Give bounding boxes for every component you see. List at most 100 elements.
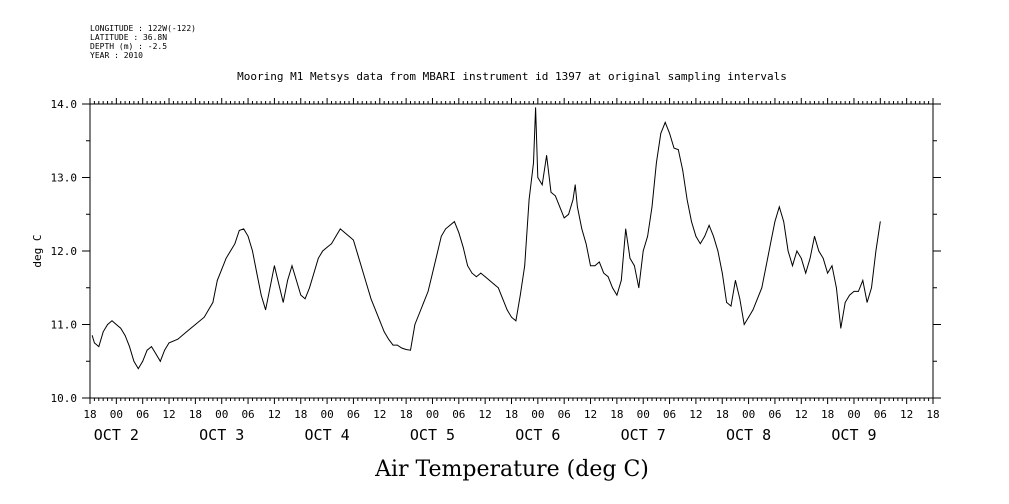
data-point — [317, 257, 319, 259]
data-point — [120, 327, 122, 329]
data-point — [484, 276, 486, 278]
data-point — [480, 272, 482, 274]
data-point — [489, 280, 490, 281]
x-tick-label: 00 — [847, 408, 860, 421]
data-point — [647, 235, 648, 237]
data-point — [642, 250, 644, 252]
data-point — [296, 280, 297, 281]
data-point — [234, 243, 236, 245]
data-point — [765, 265, 767, 267]
x-tick-label: 06 — [136, 408, 149, 421]
data-point — [515, 320, 517, 322]
data-point — [844, 302, 846, 303]
data-point — [603, 272, 605, 274]
data-point — [247, 235, 249, 237]
data-point — [682, 169, 684, 171]
data-point — [177, 338, 179, 340]
data-point — [458, 232, 460, 234]
data-point — [677, 149, 679, 151]
data-point — [195, 324, 196, 325]
data-point — [256, 272, 258, 274]
data-point — [287, 280, 288, 281]
x-axis-label: Air Temperature (deg C) — [374, 457, 649, 482]
data-point — [555, 195, 556, 197]
data-point — [629, 257, 631, 259]
data-point — [168, 342, 170, 344]
data-point — [151, 346, 152, 347]
data-point — [822, 257, 824, 259]
data-point — [260, 294, 262, 296]
data-point — [546, 155, 547, 156]
data-point — [186, 331, 188, 333]
y-axis-label: deg C — [31, 234, 44, 267]
x-tick-label: 18 — [505, 408, 518, 421]
x-tick-label: 06 — [347, 408, 360, 421]
y-tick-label: 12.0 — [51, 245, 78, 258]
data-point — [216, 280, 218, 281]
data-point — [414, 324, 416, 325]
data-point — [115, 324, 117, 325]
data-point — [783, 221, 785, 223]
data-point — [774, 221, 776, 223]
data-point — [203, 316, 205, 318]
data-point — [449, 224, 451, 226]
data-point — [800, 257, 802, 259]
x-tick-label: 06 — [558, 408, 571, 421]
data-point — [476, 276, 477, 278]
data-point — [651, 206, 653, 208]
x-tick-label: 00 — [426, 408, 439, 421]
data-point — [519, 294, 521, 296]
chart-title: Mooring M1 Metsys data from MBARI instru… — [237, 70, 787, 83]
data-point — [849, 294, 850, 296]
data-point — [326, 246, 328, 248]
data-point — [827, 272, 828, 274]
data-point — [721, 272, 723, 274]
series-group — [91, 107, 881, 370]
plot-frame — [89, 103, 934, 399]
data-point — [713, 235, 714, 237]
x-day-label: OCT 8 — [726, 426, 771, 444]
data-point — [809, 257, 811, 259]
data-point — [462, 246, 464, 248]
y-tick-label: 11.0 — [51, 319, 78, 332]
data-point — [840, 327, 842, 329]
x-day-label: OCT 7 — [621, 426, 666, 444]
x-tick-label: 18 — [610, 408, 623, 421]
data-point — [155, 353, 157, 355]
x-tick-label: 12 — [584, 408, 597, 421]
x-tick-label: 18 — [400, 408, 413, 421]
data-point — [528, 199, 530, 201]
y-tick-label: 13.0 — [51, 172, 78, 185]
header-info: LONGITUDE : 122W(-122) LATITUDE : 36.8N … — [90, 24, 196, 60]
data-point — [669, 133, 670, 134]
data-point — [401, 347, 403, 349]
data-point — [858, 291, 859, 292]
data-point — [379, 320, 381, 322]
data-point — [375, 309, 376, 311]
data-point — [660, 133, 662, 134]
data-point — [735, 280, 736, 281]
data-point — [511, 316, 512, 318]
data-point — [796, 250, 798, 252]
data-point — [761, 287, 763, 289]
data-point — [695, 235, 697, 237]
data-point — [471, 272, 473, 274]
data-point — [291, 265, 293, 267]
x-tick-label: 06 — [663, 408, 676, 421]
data-point — [537, 177, 539, 178]
data-point — [124, 335, 126, 336]
data-point — [871, 287, 872, 289]
x-tick-label: 12 — [268, 408, 281, 421]
data-point — [445, 228, 446, 230]
axis-labels: 18 00 06 12 18 00 06 12 18 00 06 12 18 00 06 12 18 00 06 12… — [51, 98, 940, 444]
air-temperature-line — [91, 107, 881, 370]
data-point — [164, 349, 166, 351]
data-point — [129, 346, 130, 347]
x-tick-label: 18 — [716, 408, 729, 421]
data-point — [361, 269, 363, 270]
x-tick-label: 00 — [637, 408, 650, 421]
data-point — [770, 243, 771, 245]
data-point — [467, 265, 468, 267]
data-point — [691, 221, 692, 223]
x-tick-label: 06 — [452, 408, 465, 421]
